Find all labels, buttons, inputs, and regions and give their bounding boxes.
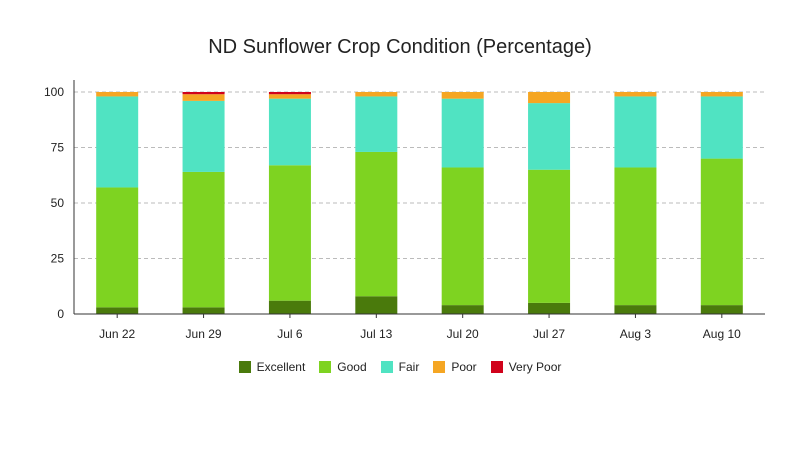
legend-label: Poor bbox=[451, 360, 477, 374]
bar-segment-fair bbox=[614, 96, 657, 168]
grid-layer bbox=[74, 91, 765, 259]
bar-segment-good bbox=[700, 158, 743, 306]
legend-item-very-poor: Very Poor bbox=[490, 360, 562, 374]
bar-segment-good bbox=[614, 167, 657, 306]
y-tick-label: 0 bbox=[57, 307, 64, 321]
legend-label: Excellent bbox=[256, 360, 306, 374]
bar-segment-good bbox=[96, 187, 139, 308]
bar-segment-poor bbox=[355, 92, 398, 97]
bar-segment-good bbox=[182, 171, 225, 308]
x-tick-label: Aug 10 bbox=[703, 327, 741, 341]
bar-segment-good bbox=[441, 167, 484, 306]
y-tick-label: 100 bbox=[44, 85, 64, 99]
y-tick-label: 25 bbox=[51, 252, 65, 266]
bar-segment-fair bbox=[528, 103, 571, 170]
bar-segment-good bbox=[355, 151, 398, 297]
bar-segment-poor bbox=[700, 92, 743, 97]
legend-label: Good bbox=[337, 360, 367, 374]
bar-segment-poor bbox=[96, 92, 139, 97]
x-tick-label: Jul 27 bbox=[533, 327, 565, 341]
legend-item-good: Good bbox=[319, 360, 367, 374]
bar-segment-excellent bbox=[614, 305, 657, 314]
bar-segment-fair bbox=[182, 100, 225, 172]
legend-item-fair: Fair bbox=[380, 360, 420, 374]
bar-segment-poor bbox=[528, 92, 571, 104]
bars-layer bbox=[96, 92, 743, 314]
legend: Excellent Good Fair Poor Very Poor bbox=[0, 360, 800, 374]
bar-segment-poor bbox=[614, 92, 657, 97]
axis-layer: 0 25 50 75 100 Jun 22 Jun 29 Jul 6 Jul 13 Jul 20 J… bbox=[44, 80, 765, 341]
y-tick-label: 50 bbox=[51, 196, 65, 210]
bar-segment-fair bbox=[355, 96, 398, 152]
bar-segment-very-poor bbox=[268, 92, 311, 95]
bar-segment-poor bbox=[182, 94, 225, 101]
x-tick-label: Jul 20 bbox=[447, 327, 479, 341]
bar-segment-fair bbox=[700, 96, 743, 159]
x-tick-label: Jun 22 bbox=[99, 327, 135, 341]
bar-segment-very-poor bbox=[182, 92, 225, 95]
x-tick-label: Jul 6 bbox=[277, 327, 303, 341]
legend-swatch bbox=[433, 361, 446, 373]
x-tick-label: Jun 29 bbox=[186, 327, 222, 341]
legend-swatch bbox=[238, 361, 251, 373]
legend-item-poor: Poor bbox=[433, 360, 477, 374]
bar-segment-excellent bbox=[700, 305, 743, 314]
legend-label: Fair bbox=[398, 360, 420, 374]
bar-segment-fair bbox=[441, 98, 484, 168]
bar-segment-poor bbox=[268, 94, 311, 99]
bar-segment-good bbox=[528, 169, 571, 303]
bar-segment-good bbox=[268, 165, 311, 301]
bar-segment-excellent bbox=[528, 302, 571, 314]
legend-swatch bbox=[380, 361, 393, 373]
bar-segment-fair bbox=[96, 96, 139, 188]
bar-segment-excellent bbox=[355, 296, 398, 314]
legend-item-excellent: Excellent bbox=[238, 360, 306, 374]
x-tick-label: Aug 3 bbox=[620, 327, 652, 341]
chart-title: ND Sunflower Crop Condition (Percentage) bbox=[208, 36, 592, 58]
y-tick-label: 75 bbox=[51, 141, 65, 155]
bar-segment-excellent bbox=[182, 307, 225, 314]
bar-segment-excellent bbox=[96, 307, 139, 314]
legend-label: Very Poor bbox=[508, 360, 562, 374]
legend-swatch bbox=[319, 361, 332, 373]
x-tick-label: Jul 13 bbox=[360, 327, 392, 341]
bar-segment-excellent bbox=[441, 305, 484, 314]
bar-segment-poor bbox=[441, 92, 484, 99]
bar-segment-excellent bbox=[268, 300, 311, 314]
legend-swatch bbox=[490, 361, 503, 373]
bar-segment-fair bbox=[268, 98, 311, 166]
